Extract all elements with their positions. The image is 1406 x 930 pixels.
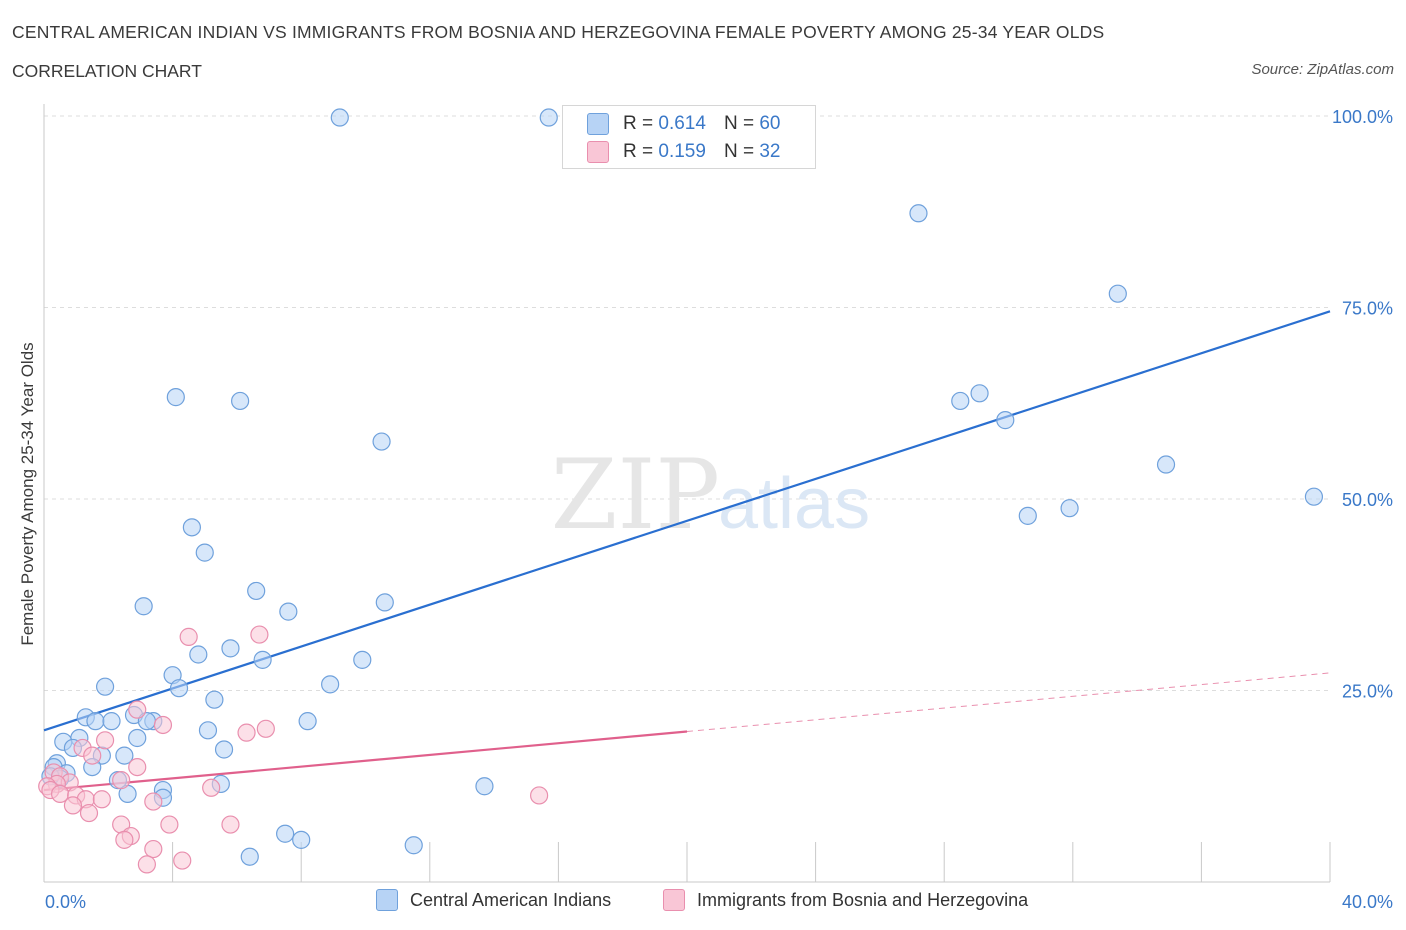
pink-swatch bbox=[587, 141, 609, 163]
source-credit: Source: ZipAtlas.com bbox=[1251, 61, 1394, 78]
blue-point bbox=[182, 518, 201, 537]
pink-point bbox=[92, 790, 111, 809]
n-label: N = bbox=[723, 113, 755, 134]
blue-point bbox=[86, 712, 105, 731]
stats-row-pink: R = 0.159 N = 32 bbox=[587, 140, 780, 164]
blue-point bbox=[353, 650, 372, 669]
pink-swatch bbox=[663, 889, 685, 911]
blue-point bbox=[276, 824, 295, 843]
blue-point bbox=[253, 650, 272, 669]
blue-point bbox=[996, 411, 1015, 430]
pink-point bbox=[79, 803, 99, 823]
pink-point bbox=[221, 815, 240, 834]
stats-row-blue: R = 0.614 N = 60 bbox=[587, 112, 780, 136]
pink-point bbox=[83, 746, 102, 765]
pink-point bbox=[128, 700, 147, 719]
blue-point bbox=[298, 712, 317, 731]
n-value: 32 bbox=[759, 141, 781, 162]
blue-point bbox=[970, 384, 989, 403]
blue-trend-line bbox=[43, 310, 1331, 732]
blue-point bbox=[279, 602, 298, 621]
pink-point bbox=[256, 719, 275, 738]
blue-point bbox=[166, 388, 185, 407]
r-label: R = bbox=[623, 113, 654, 134]
blue-point bbox=[214, 740, 234, 759]
blue-point bbox=[1018, 506, 1037, 525]
blue-point bbox=[247, 581, 266, 601]
blue-point bbox=[951, 391, 970, 411]
blue-swatch bbox=[376, 889, 398, 911]
pink-trend-line bbox=[43, 730, 688, 792]
y-tick-label: 100.0% bbox=[1332, 107, 1393, 127]
pink-point bbox=[160, 815, 179, 834]
r-value: 0.614 bbox=[658, 113, 706, 134]
n-value: 60 bbox=[759, 113, 781, 134]
blue-point bbox=[115, 746, 134, 765]
blue-point bbox=[240, 847, 259, 866]
pink-point bbox=[63, 796, 83, 815]
x-tick-label: 40.0% bbox=[1342, 892, 1393, 912]
stats-legend: R = 0.614 N = 60 R = 0.159 N = 32 bbox=[562, 105, 816, 169]
legend-label: Immigrants from Bosnia and Herzegovina bbox=[697, 889, 1029, 910]
y-tick-label: 50.0% bbox=[1342, 490, 1393, 510]
blue-point bbox=[189, 645, 208, 664]
blue-point bbox=[292, 830, 311, 849]
pink-point bbox=[144, 792, 163, 811]
pink-point bbox=[530, 786, 549, 805]
blue-point bbox=[169, 679, 189, 698]
legend-label: Central American Indians bbox=[410, 889, 612, 910]
blue-point bbox=[1108, 284, 1127, 303]
blue-point bbox=[134, 597, 153, 616]
blue-point bbox=[475, 777, 494, 796]
data-points bbox=[38, 108, 1324, 874]
blue-point bbox=[128, 728, 147, 748]
chart-subtitle: CORRELATION CHART bbox=[12, 61, 202, 81]
pink-point bbox=[112, 771, 131, 790]
blue-point bbox=[375, 593, 394, 612]
blue-point bbox=[539, 108, 558, 127]
r-value: 0.159 bbox=[658, 141, 706, 162]
blue-point bbox=[909, 204, 928, 223]
y-tick-label: 25.0% bbox=[1342, 682, 1393, 702]
pink-point bbox=[202, 778, 221, 797]
blue-point bbox=[195, 543, 214, 562]
r-label: R = bbox=[623, 141, 654, 162]
watermark-zip: ZIP bbox=[551, 439, 720, 551]
pink-point bbox=[115, 830, 134, 849]
pink-point bbox=[173, 851, 192, 870]
pink-point bbox=[144, 839, 163, 859]
y-tick-label: 75.0% bbox=[1342, 299, 1393, 319]
blue-point bbox=[321, 675, 340, 694]
x-tick-label: 0.0% bbox=[45, 892, 86, 912]
blue-point bbox=[1156, 455, 1176, 474]
blue-point bbox=[205, 690, 224, 709]
pink-point bbox=[179, 627, 198, 646]
blue-point bbox=[1060, 499, 1079, 518]
pink-point bbox=[128, 757, 147, 777]
pink-point bbox=[137, 855, 156, 874]
tick-labels: 25.0% 50.0% 75.0% 100.0% 0.0% 40.0% bbox=[45, 107, 1393, 912]
blue-point bbox=[330, 108, 349, 127]
pink-point bbox=[250, 625, 269, 644]
pink-trend-line-extension bbox=[686, 672, 1331, 732]
blue-point bbox=[404, 836, 423, 855]
blue-point bbox=[102, 712, 121, 731]
blue-point bbox=[372, 432, 391, 451]
watermark-atlas: atlas bbox=[718, 464, 870, 544]
legend-item-central-american-indians[interactable]: Central American Indians bbox=[376, 889, 611, 911]
axes bbox=[43, 104, 1331, 883]
blue-point bbox=[1304, 487, 1324, 506]
blue-swatch bbox=[587, 113, 609, 135]
blue-point bbox=[95, 677, 115, 696]
blue-point bbox=[198, 721, 218, 740]
legend-item-bosnia-herzegovina[interactable]: Immigrants from Bosnia and Herzegovina bbox=[663, 889, 1028, 911]
pink-point bbox=[95, 731, 115, 750]
chart-title: CENTRAL AMERICAN INDIAN VS IMMIGRANTS FR… bbox=[12, 22, 1105, 42]
pink-point bbox=[237, 723, 256, 742]
blue-point bbox=[231, 391, 250, 411]
pink-point bbox=[153, 715, 173, 735]
blue-point bbox=[221, 639, 240, 658]
n-label: N = bbox=[723, 141, 755, 162]
